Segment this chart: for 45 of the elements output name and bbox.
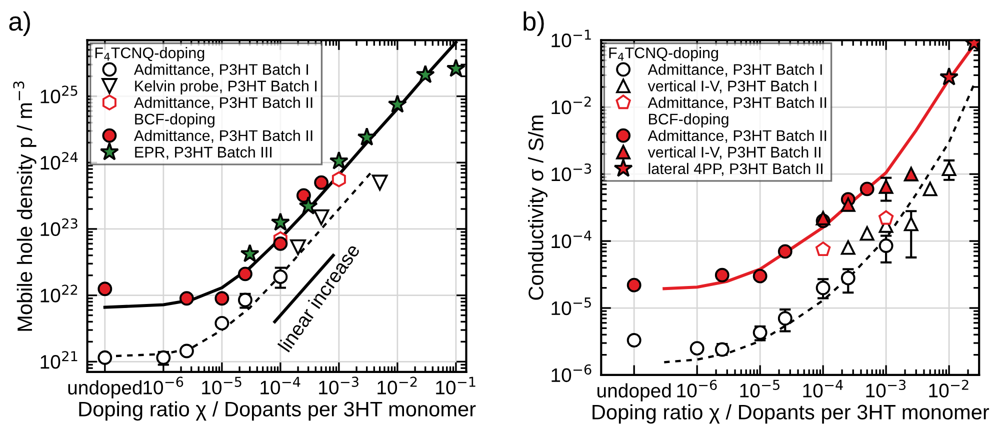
x-tick-label: 10$^{−2}$ [378,376,417,394]
y-tick-label: 10$^{25}$ [40,86,78,104]
legend-title: F$_{4}$TCNQ-doping [609,47,718,62]
chart-title: b) [524,11,544,36]
legend-label: Admittance, P3HT Batch I [134,64,308,77]
y-tick-label: 10$^{−3}$ [552,163,592,182]
x-tick-label: 10$^{−6}$ [677,380,717,398]
chart-title: a) [9,11,30,36]
x-tick-label: 10$^{−4}$ [260,376,300,394]
y-tick-label: 10$^{22}$ [40,284,78,302]
x-tick-label: undoped [68,380,142,398]
x-axis-title: Doping ratio χ / Dopants per 3HT monomer [79,401,476,421]
legend-label: Admittance, P3HT Batch II [648,130,826,143]
legend-label: EPR, P3HT Batch III [135,146,272,160]
legend-label: Admittance, P3HT Batch II [648,96,826,110]
annotation: BCF-doping [649,113,728,128]
y-tick-label: 10$^{−1}$ [552,30,591,48]
x-tick-label: 10$^{−6}$ [144,376,184,394]
legend-label: Admittance, P3HT Batch II [134,130,312,143]
x-axis-title: Doping ratio χ / Dopants per 3HT monomer [592,404,990,424]
y-tick-label: 10$^{−6}$ [552,364,592,382]
y-tick-label: 10$^{24}$ [40,152,78,170]
x-tick-label: 10$^{−3}$ [319,376,358,394]
y-tick-label: 10$^{−5}$ [552,298,591,316]
annotation: BCF-doping [135,113,214,128]
y-axis-title: Mobile hole density p / m$^{−3}$ [13,81,36,331]
legend-label: Admittance, P3HT Batch II [134,96,312,110]
legend-label: Kelvin probe, P3HT Batch I [135,80,316,94]
x-tick-label: 10$^{−5}$ [202,376,242,394]
legend-title: F$_{4}$TCNQ-doping [95,47,204,62]
legend-label: lateral 4PP, P3HT Batch II [648,162,822,176]
legend-label: vertical I-V, P3HT Batch II [648,146,820,160]
y-tick-label: 10$^{21}$ [40,351,78,369]
x-tick-label: 10$^{−3}$ [866,380,906,398]
y-axis-title: Conductivity σ / S/m [528,116,548,300]
x-tick-label: 10$^{−4}$ [803,380,843,398]
x-tick-label: 10$^{−5}$ [740,380,780,398]
legend-label: Admittance, P3HT Batch I [648,64,822,77]
y-tick-label: 10$^{−4}$ [552,230,592,248]
x-tick-label: 10$^{−1}$ [436,376,476,394]
y-tick-label: 10$^{23}$ [40,218,78,236]
x-tick-label: 10$^{−2}$ [929,380,968,398]
legend-label: vertical I-V, P3HT Batch I [648,80,816,94]
y-tick-label: 10$^{−2}$ [552,96,591,114]
x-tick-label: undoped [598,383,671,402]
